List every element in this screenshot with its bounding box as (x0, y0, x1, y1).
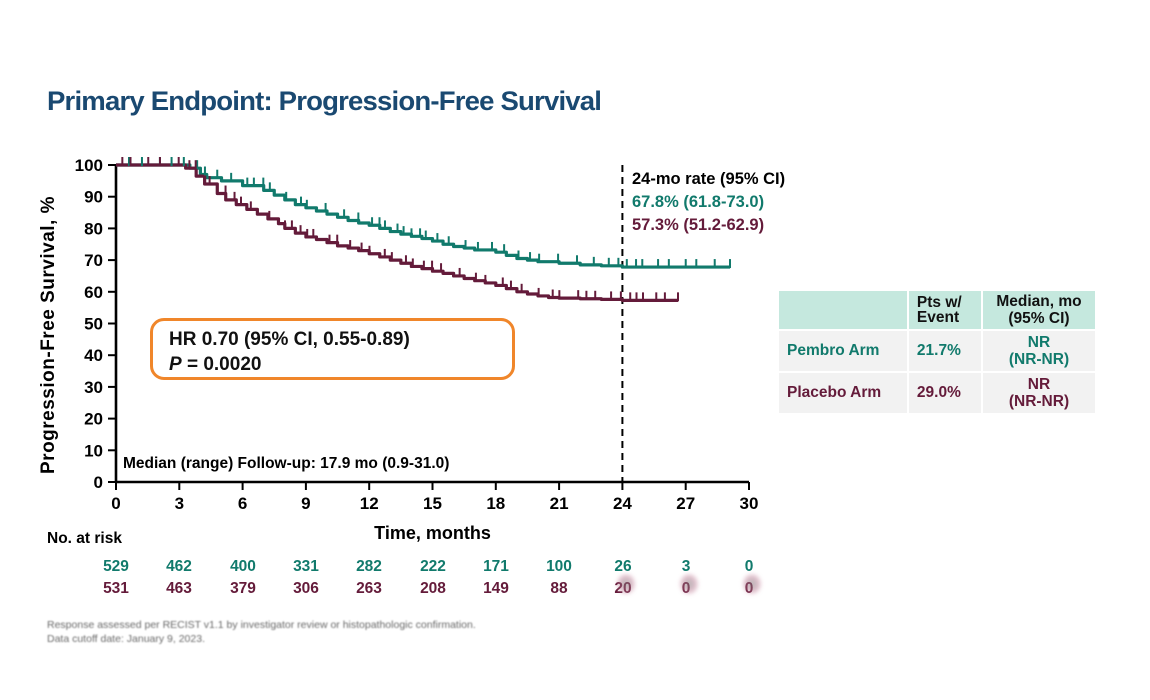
svg-text:18: 18 (486, 494, 505, 513)
svg-text:12: 12 (360, 494, 379, 513)
svg-text:24: 24 (613, 494, 632, 513)
svg-text:80: 80 (84, 219, 103, 238)
svg-text:21: 21 (550, 494, 569, 513)
svg-text:90: 90 (84, 188, 103, 207)
svg-text:15: 15 (423, 494, 442, 513)
svg-text:9: 9 (301, 494, 310, 513)
svg-text:0: 0 (94, 473, 103, 492)
svg-text:30: 30 (84, 378, 103, 397)
svg-text:10: 10 (84, 441, 103, 460)
svg-text:60: 60 (84, 283, 103, 302)
svg-text:40: 40 (84, 346, 103, 365)
svg-text:3: 3 (175, 494, 184, 513)
svg-text:20: 20 (84, 410, 103, 429)
svg-text:27: 27 (676, 494, 695, 513)
svg-text:0: 0 (111, 494, 120, 513)
svg-text:6: 6 (238, 494, 247, 513)
svg-text:100: 100 (75, 156, 103, 175)
svg-text:70: 70 (84, 251, 103, 270)
svg-text:50: 50 (84, 315, 103, 334)
svg-text:30: 30 (740, 494, 759, 513)
